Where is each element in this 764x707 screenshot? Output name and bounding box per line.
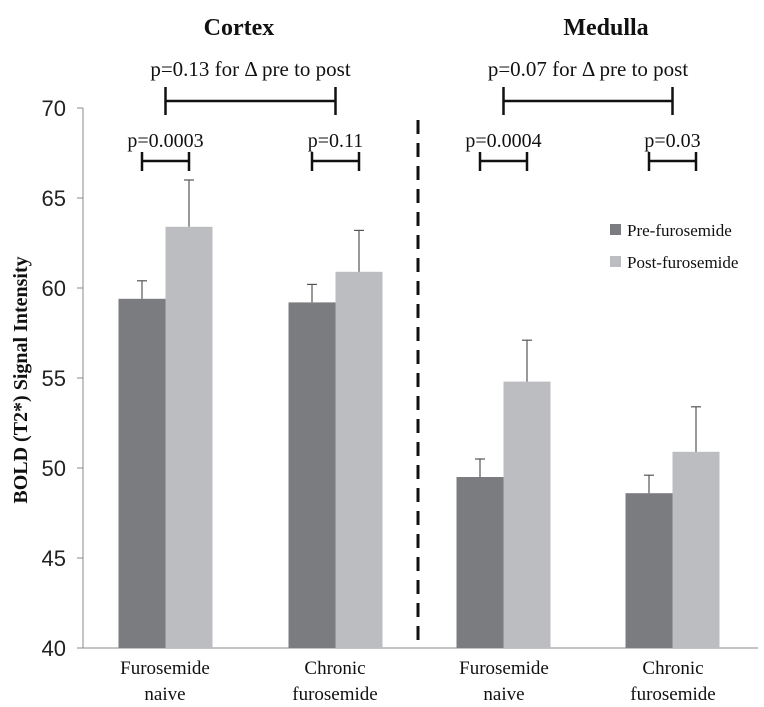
x-category-label: Furosemide	[459, 658, 549, 679]
bar-pre-furosemide	[456, 477, 504, 648]
x-category-label: naive	[144, 684, 185, 705]
y-tick-label: 40	[42, 636, 66, 661]
group-title-medulla: Medulla	[563, 15, 648, 41]
y-tick-label: 70	[42, 96, 66, 121]
x-category-label: Chronic	[304, 658, 365, 679]
x-category-label: furosemide	[292, 684, 377, 705]
bar-pre-furosemide	[288, 302, 336, 648]
pair-comparison-label: p=0.0004	[465, 130, 541, 152]
bar-post-furosemide	[672, 451, 720, 648]
y-tick-label: 65	[42, 186, 66, 211]
x-category-label: Furosemide	[120, 658, 210, 679]
y-tick-label: 55	[42, 366, 66, 391]
x-category-label: furosemide	[630, 684, 715, 705]
pair-comparison-label: p=0.03	[644, 130, 700, 152]
group-title-cortex: Cortex	[204, 15, 275, 41]
bar-post-furosemide	[503, 381, 551, 648]
x-category-label: Chronic	[642, 658, 703, 679]
y-tick-label: 60	[42, 276, 66, 301]
y-tick-label: 50	[42, 456, 66, 481]
legend-swatch-pre	[610, 224, 621, 235]
bar-pre-furosemide	[118, 298, 166, 648]
bar-pre-furosemide	[625, 493, 673, 648]
legend-swatch-post	[610, 256, 621, 267]
pair-comparison-label: p=0.11	[308, 130, 364, 152]
bar-post-furosemide	[335, 271, 383, 648]
pair-comparison-label: p=0.0003	[127, 130, 203, 152]
y-axis-label: BOLD (T2*) Signal Intensity	[10, 256, 32, 503]
delta-comparison-label: p=0.07 for Δ pre to post	[488, 57, 688, 81]
x-category-label: naive	[483, 684, 524, 705]
bar-post-furosemide	[165, 226, 213, 649]
delta-comparison-label: p=0.13 for Δ pre to post	[150, 57, 350, 81]
legend-label-pre: Pre-furosemide	[627, 221, 732, 240]
y-tick-label: 45	[42, 546, 66, 571]
legend-label-post: Post-furosemide	[627, 253, 738, 272]
